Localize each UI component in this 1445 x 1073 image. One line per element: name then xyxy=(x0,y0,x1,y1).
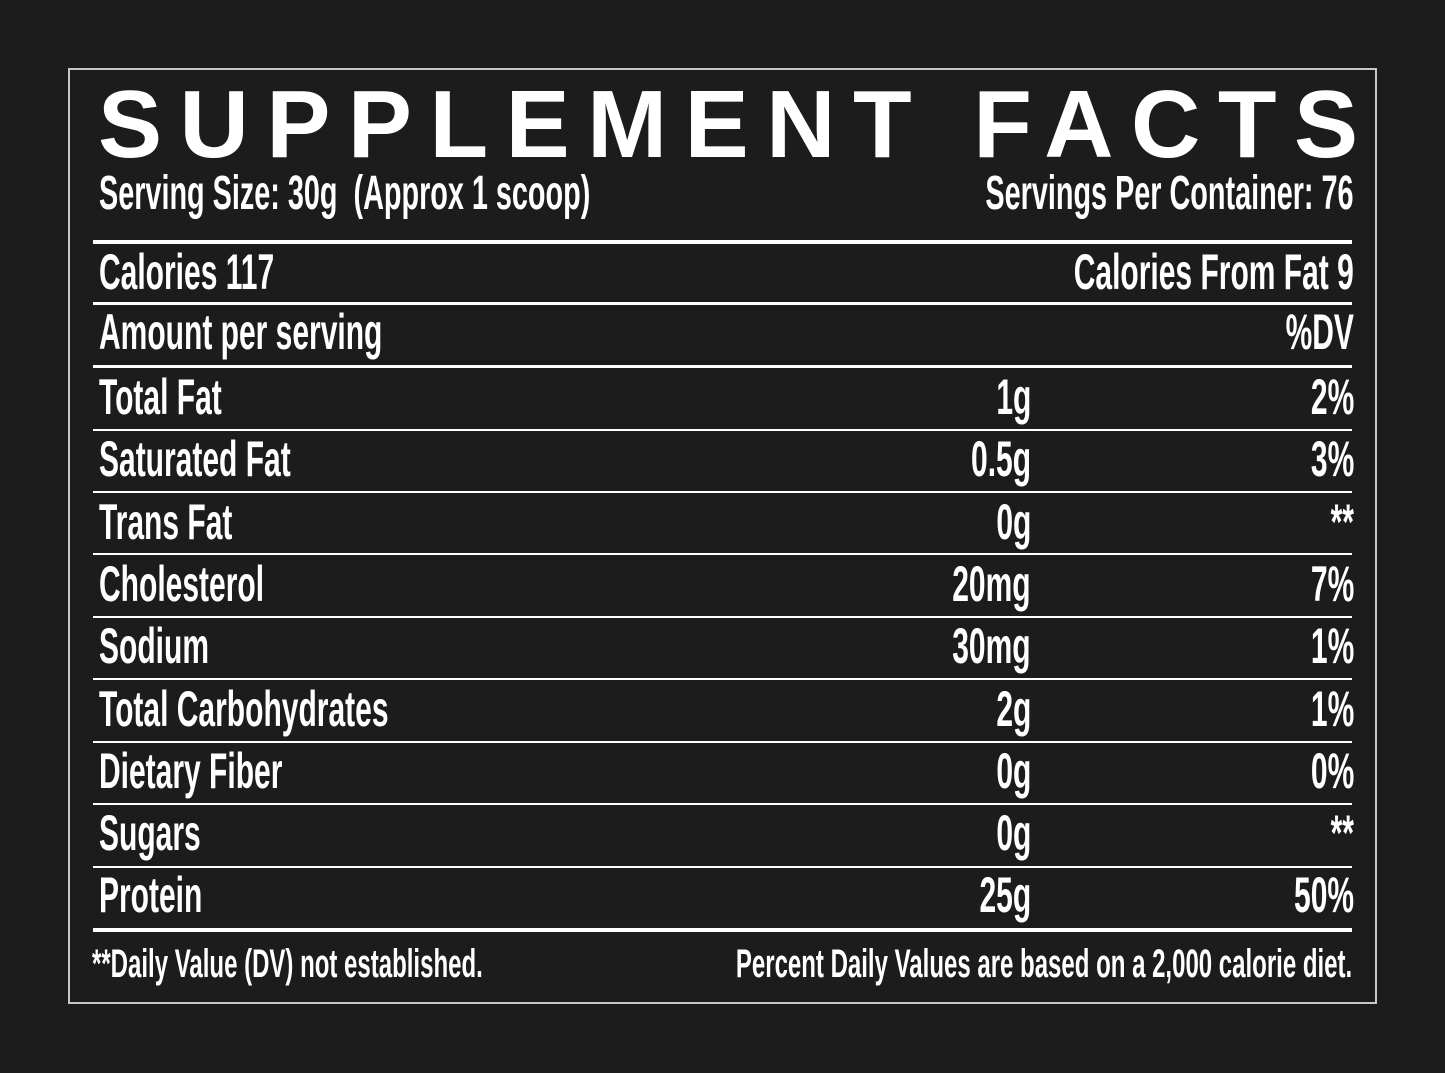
serving-size: Serving Size: 30g (Approx 1 scoop) xyxy=(99,166,591,220)
nutrient-amount: 0.5g xyxy=(970,431,1031,488)
calories-from-fat: Calories From Fat 9 xyxy=(1073,244,1354,300)
nutrient-amount: 1g xyxy=(995,369,1031,425)
header-label: Amount per serving xyxy=(99,304,383,360)
rule xyxy=(93,365,1352,368)
title: SUPPLEMENT FACTS xyxy=(98,71,1358,170)
rule xyxy=(93,553,1352,555)
servings-per-container: Servings Per Container: 76 xyxy=(985,166,1354,220)
nutrient-name: Dietary Fiber xyxy=(99,742,283,799)
rule xyxy=(93,928,1352,932)
nutrient-dv: 1% xyxy=(1310,618,1354,675)
nutrient-name: Cholesterol xyxy=(99,555,265,612)
nutrient-name: Protein xyxy=(99,867,203,924)
rule xyxy=(93,302,1352,305)
nutrient-amount: 30mg xyxy=(952,618,1031,675)
nutrient-dv: 0% xyxy=(1310,742,1354,799)
nutrient-dv: 7% xyxy=(1310,555,1354,612)
nutrient-amount: 20mg xyxy=(952,555,1031,612)
nutrient-name: Trans Fat xyxy=(99,493,233,550)
header-dv: %DV xyxy=(1285,304,1354,360)
nutrient-name: Total Carbohydrates xyxy=(99,680,389,737)
nutrient-name: Sodium xyxy=(99,618,209,675)
rule xyxy=(93,678,1352,680)
rule xyxy=(93,491,1352,493)
nutrient-dv: ** xyxy=(1330,493,1354,550)
rule xyxy=(93,240,1352,244)
nutrient-dv: ** xyxy=(1330,805,1354,862)
nutrient-amount: 25g xyxy=(979,867,1031,924)
rule xyxy=(93,866,1352,868)
nutrient-dv: 3% xyxy=(1310,431,1354,488)
nutrient-dv: 2% xyxy=(1310,369,1354,425)
rule xyxy=(93,741,1352,743)
nutrient-amount: 0g xyxy=(995,805,1031,862)
label-border xyxy=(68,68,1377,1004)
footnote: **Daily Value (DV) not established. xyxy=(92,942,483,986)
nutrient-name: Sugars xyxy=(99,805,201,862)
calories: Calories 117 xyxy=(99,244,275,300)
rule xyxy=(93,803,1352,805)
nutrient-dv: 1% xyxy=(1310,680,1354,737)
nutrient-dv: 50% xyxy=(1293,867,1354,924)
nutrient-name: Saturated Fat xyxy=(99,431,291,488)
rule xyxy=(93,616,1352,618)
rule xyxy=(93,429,1352,431)
nutrient-amount: 2g xyxy=(995,680,1031,737)
footnote: Percent Daily Values are based on a 2,00… xyxy=(735,942,1352,986)
nutrient-name: Total Fat xyxy=(99,369,222,425)
title-box: SUPPLEMENT FACTS xyxy=(98,71,1358,170)
nutrient-amount: 0g xyxy=(995,742,1031,799)
nutrient-amount: 0g xyxy=(995,493,1031,550)
